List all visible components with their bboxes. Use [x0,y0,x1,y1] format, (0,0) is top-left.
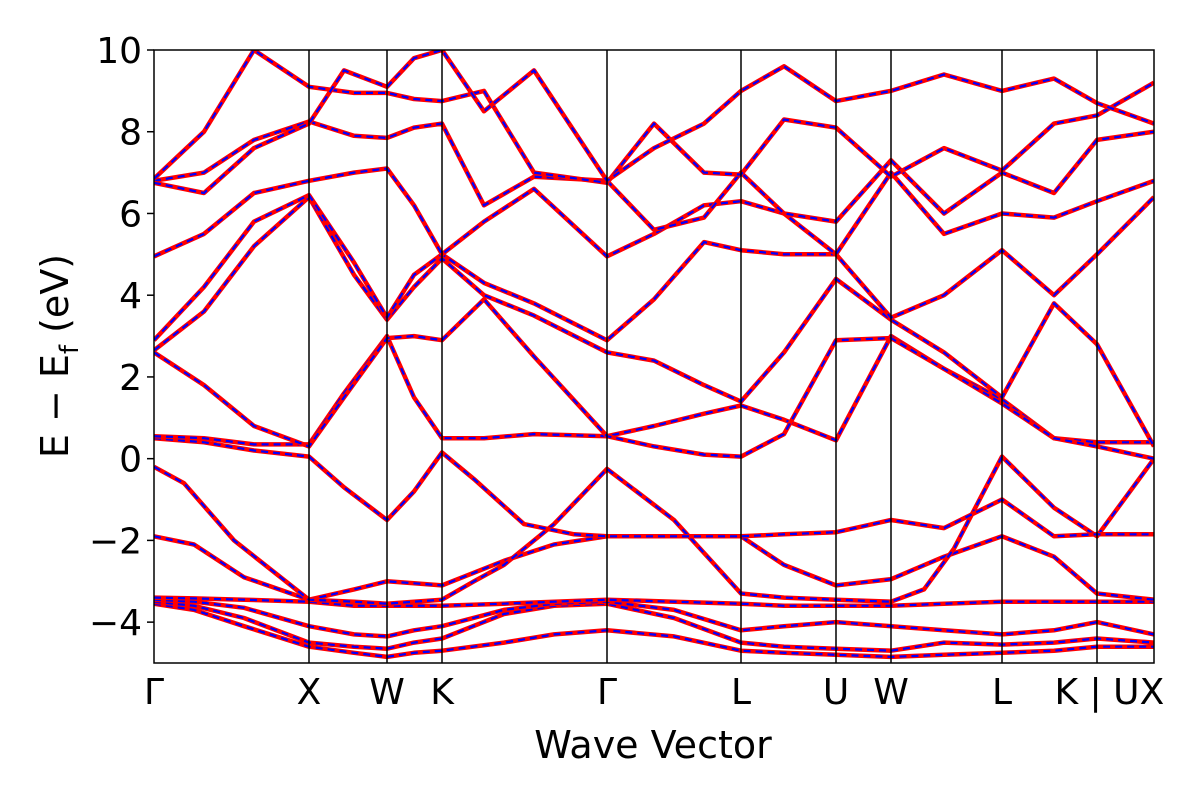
y-axis-title-main: E − E [33,354,77,458]
band-line-dashed-15 [154,50,1154,195]
y-tick-label-3: 2 [119,358,142,399]
x-tick-label-6: U [823,672,849,713]
y-tick-label-6: 8 [119,113,142,154]
x-tick-label-10: X [1140,672,1165,713]
y-tick-label-0: −4 [89,603,142,644]
band-line-dashed-11 [154,193,1154,342]
x-tick-label-2: W [369,672,405,713]
band-line-9 [154,297,1154,461]
y-tick-label-4: 4 [119,276,142,317]
x-tick-label-1: X [297,672,322,713]
x-tick-label-5: L [731,672,751,713]
band-line-dashed-14 [154,50,1154,184]
band-lines [154,50,1154,660]
band-line-dashed-10 [154,195,1154,447]
band-line-dashed-12 [154,167,1154,258]
band-line-11 [154,192,1154,343]
band-line-3 [154,597,1154,639]
band-line-dashed-13 [154,120,1154,232]
band-line-dashed-7 [154,437,1154,538]
y-tick-label-7: 10 [96,31,142,72]
y-tick-label-1: −2 [89,521,142,562]
band-line-7 [154,435,1154,539]
plot-area-frame [153,49,1155,664]
band-line-dashed-5 [154,535,1154,601]
y-tick-label-5: 6 [119,194,142,235]
y-tick-label-2: 0 [119,440,142,481]
band-line-14 [154,50,1154,186]
x-tick-label-7: W [873,672,909,713]
x-tick-label-3: K [430,672,455,713]
band-line-dashed-4 [154,596,1154,607]
y-axis-ticks: −4 −2 0 2 4 6 8 10 [89,31,154,644]
x-tick-label-0: Γ [144,672,164,713]
high-symmetry-lines [308,50,1098,663]
y-axis-title: E − Ef (eV) [33,254,85,458]
band-line-dashed-6 [154,454,1154,605]
x-tick-label-4: Γ [597,672,617,713]
x-tick-label-9: K | U [1055,672,1140,713]
band-line-dashed-9 [154,297,1154,460]
band-line-6 [154,454,1154,606]
x-axis-title: Wave Vector [534,723,772,767]
y-axis-title-unit: (eV) [33,254,77,345]
x-tick-label-8: L [992,672,1012,713]
band-line-5 [154,534,1154,602]
y-axis-title-subscript: f [55,344,85,354]
